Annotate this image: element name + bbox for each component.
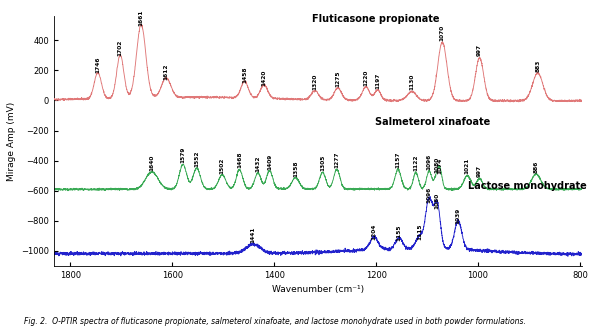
Text: 1130: 1130	[409, 74, 414, 90]
Text: 1074: 1074	[438, 158, 443, 174]
Text: 1277: 1277	[334, 152, 340, 168]
Text: 997: 997	[477, 165, 482, 177]
Text: 1702: 1702	[118, 39, 123, 56]
Text: 1661: 1661	[139, 9, 143, 26]
Text: Fig. 2.  O-PTIR spectra of fluticasone propionate, salmeterol xinafoate, and lac: Fig. 2. O-PTIR spectra of fluticasone pr…	[24, 318, 526, 326]
Text: 1432: 1432	[256, 155, 260, 172]
Text: 1552: 1552	[194, 150, 199, 167]
Text: 1021: 1021	[465, 158, 470, 174]
Text: 1220: 1220	[364, 70, 368, 86]
Text: 1204: 1204	[371, 223, 377, 240]
Text: 1070: 1070	[440, 25, 445, 41]
Text: 1080: 1080	[435, 193, 440, 209]
Text: 1458: 1458	[242, 66, 247, 83]
Text: 1358: 1358	[293, 160, 298, 177]
Text: 1039: 1039	[455, 208, 461, 224]
Text: 1157: 1157	[395, 152, 401, 168]
Text: 1409: 1409	[267, 154, 272, 170]
Text: 997: 997	[477, 44, 482, 56]
Text: 1275: 1275	[335, 71, 340, 87]
Text: 883: 883	[535, 59, 540, 72]
Text: 1122: 1122	[413, 155, 418, 171]
Text: 1096: 1096	[427, 187, 431, 203]
Text: 1320: 1320	[313, 74, 317, 90]
Text: 1420: 1420	[262, 70, 266, 86]
Text: 1197: 1197	[375, 72, 380, 89]
Text: 1441: 1441	[251, 227, 256, 243]
Text: 886: 886	[533, 160, 539, 173]
Text: 1579: 1579	[181, 147, 185, 163]
Text: 1080: 1080	[435, 157, 440, 173]
Text: 1640: 1640	[149, 154, 154, 171]
Text: 1746: 1746	[95, 56, 100, 73]
Text: 1115: 1115	[417, 224, 422, 240]
Text: 1612: 1612	[164, 63, 169, 80]
Text: 1096: 1096	[427, 154, 431, 170]
X-axis label: Wavenumber (cm⁻¹): Wavenumber (cm⁻¹)	[272, 285, 364, 294]
Text: 1305: 1305	[320, 155, 325, 171]
Text: Lactose monohydrate: Lactose monohydrate	[468, 181, 587, 191]
Text: Fluticasone propionate: Fluticasone propionate	[313, 14, 440, 24]
Text: 1155: 1155	[397, 225, 401, 241]
Text: 1502: 1502	[220, 157, 224, 174]
Text: 1468: 1468	[237, 152, 242, 168]
Text: Salmeterol xinafoate: Salmeterol xinafoate	[374, 117, 490, 127]
Y-axis label: Mirage Amp (mV): Mirage Amp (mV)	[7, 101, 16, 181]
